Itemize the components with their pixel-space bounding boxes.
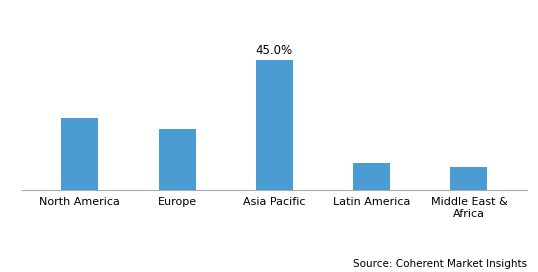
Bar xyxy=(353,163,390,190)
Text: Source: Coherent Market Insights: Source: Coherent Market Insights xyxy=(353,259,527,269)
Text: 45.0%: 45.0% xyxy=(256,44,293,57)
Bar xyxy=(159,129,196,190)
Bar xyxy=(256,60,293,190)
Bar xyxy=(61,118,98,190)
Bar xyxy=(450,167,487,190)
